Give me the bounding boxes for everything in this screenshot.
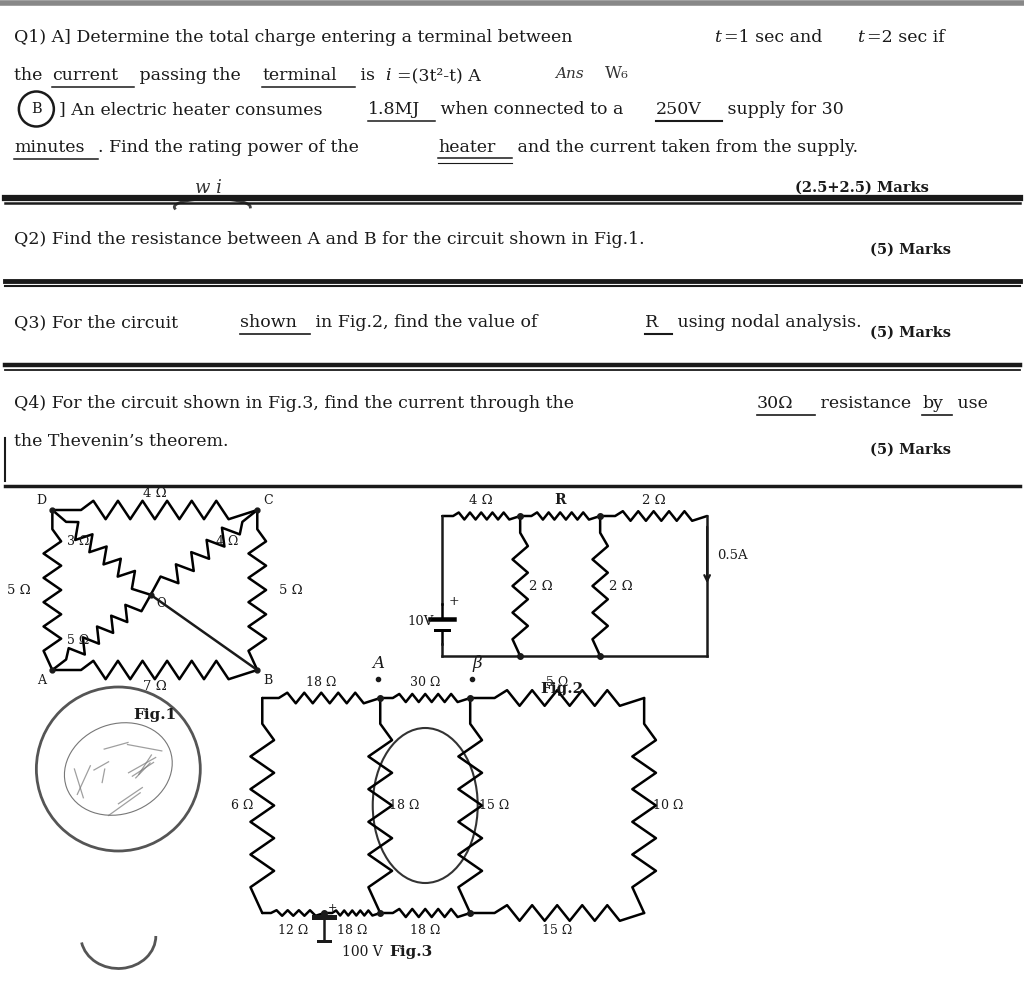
Text: 15 Ω: 15 Ω xyxy=(542,924,572,937)
Text: minutes: minutes xyxy=(14,139,85,156)
Text: A: A xyxy=(373,655,384,672)
Text: 18 Ω: 18 Ω xyxy=(306,676,337,689)
Text: Q1) A] Determine the total charge entering a terminal between: Q1) A] Determine the total charge enteri… xyxy=(14,29,579,46)
Text: =(3t²-t) A: =(3t²-t) A xyxy=(397,67,481,84)
Text: 100 V: 100 V xyxy=(342,945,383,959)
Text: (2.5+2.5) Marks: (2.5+2.5) Marks xyxy=(795,181,929,195)
Text: by: by xyxy=(922,395,943,412)
Text: Fig.3: Fig.3 xyxy=(389,945,432,959)
Text: 0.5A: 0.5A xyxy=(717,548,748,562)
Text: t: t xyxy=(857,29,864,46)
Text: Q3) For the circuit: Q3) For the circuit xyxy=(14,314,184,331)
Text: 7 Ω: 7 Ω xyxy=(143,680,167,693)
Text: 1.8MJ: 1.8MJ xyxy=(369,101,421,118)
Text: +: + xyxy=(329,903,338,913)
Text: i: i xyxy=(385,67,391,84)
Text: 5 Ω: 5 Ω xyxy=(280,584,303,597)
Text: B: B xyxy=(263,674,272,687)
Text: the Thevenin’s theorem.: the Thevenin’s theorem. xyxy=(14,433,229,450)
Text: resistance: resistance xyxy=(815,395,916,412)
Text: 2 Ω: 2 Ω xyxy=(529,580,553,593)
Text: 18 Ω: 18 Ω xyxy=(389,799,420,812)
Text: 4 Ω: 4 Ω xyxy=(469,494,493,507)
Text: =1 sec and: =1 sec and xyxy=(724,29,828,46)
Text: ] An electric heater consumes: ] An electric heater consumes xyxy=(59,101,329,118)
Text: +: + xyxy=(449,595,459,607)
Text: =2 sec if: =2 sec if xyxy=(867,29,945,46)
Text: terminal: terminal xyxy=(262,67,337,84)
Text: 18 Ω: 18 Ω xyxy=(410,924,440,937)
Text: 4 Ω: 4 Ω xyxy=(143,487,167,500)
Text: 15 Ω: 15 Ω xyxy=(479,799,510,812)
Text: in Fig.2, find the value of: in Fig.2, find the value of xyxy=(310,314,544,331)
Text: shown: shown xyxy=(241,314,297,331)
Text: C: C xyxy=(263,494,273,507)
Text: is: is xyxy=(355,67,381,84)
Text: (5) Marks: (5) Marks xyxy=(870,243,951,257)
Text: β: β xyxy=(472,655,482,672)
Text: use: use xyxy=(952,395,988,412)
Text: 4 Ω: 4 Ω xyxy=(216,535,239,548)
Text: 5 Ω: 5 Ω xyxy=(546,676,568,689)
Text: (5) Marks: (5) Marks xyxy=(870,326,951,340)
Text: B: B xyxy=(31,102,42,116)
Text: O: O xyxy=(157,597,166,609)
Text: (5) Marks: (5) Marks xyxy=(870,443,951,457)
Text: 30Ω: 30Ω xyxy=(757,395,794,412)
Text: t: t xyxy=(714,29,721,46)
Text: W₆: W₆ xyxy=(605,65,629,82)
Text: 5 Ω: 5 Ω xyxy=(68,634,89,647)
Text: Ans: Ans xyxy=(555,67,584,81)
Text: w i: w i xyxy=(196,179,222,197)
Text: Fig.2: Fig.2 xyxy=(540,682,583,696)
Text: heater: heater xyxy=(438,139,496,156)
Text: current: current xyxy=(52,67,119,84)
Text: Q2) Find the resistance between A and B for the circuit shown in Fig.1.: Q2) Find the resistance between A and B … xyxy=(14,231,645,248)
Text: when connected to a: when connected to a xyxy=(435,101,629,118)
Text: passing the: passing the xyxy=(134,67,247,84)
Text: 5 Ω: 5 Ω xyxy=(7,584,31,597)
Text: Q4) For the circuit shown in Fig.3, find the current through the: Q4) For the circuit shown in Fig.3, find… xyxy=(14,395,580,412)
Text: R: R xyxy=(645,314,658,331)
Text: 2 Ω: 2 Ω xyxy=(609,580,633,593)
Text: supply for 30: supply for 30 xyxy=(722,101,844,118)
Text: D: D xyxy=(36,494,46,507)
Text: 250V: 250V xyxy=(656,101,701,118)
Text: 6 Ω: 6 Ω xyxy=(230,799,253,812)
Text: 10 Ω: 10 Ω xyxy=(653,799,683,812)
Text: 10V: 10V xyxy=(408,614,434,627)
Text: the: the xyxy=(14,67,48,84)
Text: and the current taken from the supply.: and the current taken from the supply. xyxy=(512,139,858,156)
Text: 18 Ω: 18 Ω xyxy=(337,924,368,937)
Text: R: R xyxy=(554,493,566,507)
Text: A: A xyxy=(37,674,46,687)
Text: 12 Ω: 12 Ω xyxy=(279,924,308,937)
Text: 3 Ω: 3 Ω xyxy=(68,535,89,548)
Text: . Find the rating power of the: . Find the rating power of the xyxy=(98,139,365,156)
Text: using nodal analysis.: using nodal analysis. xyxy=(672,314,862,331)
Text: 30 Ω: 30 Ω xyxy=(410,676,440,689)
Text: 2 Ω: 2 Ω xyxy=(642,494,666,507)
Text: Fig.1: Fig.1 xyxy=(133,708,176,722)
